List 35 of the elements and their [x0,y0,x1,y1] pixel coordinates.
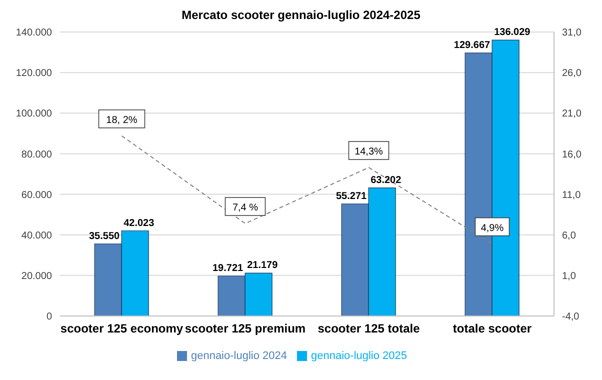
y-tick-label: 0 [46,312,52,323]
chart-title: Mercato scooter gennaio-luglio 2024-2025 [180,8,422,22]
data-label: 4,9% [480,222,504,234]
x-tick-label: scooter 125 totale [318,322,420,336]
x-tick-label: totale scooter [452,322,532,336]
data-label: 136.029 [494,27,531,38]
y-tick-label: 40.000 [21,230,52,242]
data-label: 21.179 [247,260,278,272]
y-tick-label: 100.000 [16,108,52,120]
y2-tick-label: 31,0 [562,28,582,39]
y2-tick-label: 1,0 [562,270,576,282]
data-label: 35.550 [88,230,120,242]
data-label: 42.023 [124,218,155,229]
y2-tick-label: 11,0 [562,190,582,201]
legend-label: gennaio-luglio 2024 [190,350,287,362]
data-label: 7,4 % [232,202,258,214]
y-tick-label: 120.000 [16,68,52,80]
data-label: 14,3% [354,146,384,158]
data-label: 63.202 [370,174,402,186]
legend-label: gennaio-luglio 2025 [311,350,408,362]
data-label: 18, 2% [106,114,138,126]
y2-tick-label: 21,0 [562,108,582,120]
data-label: 19.721 [212,262,244,274]
x-tick-label: scooter 125 economy [60,322,184,336]
y-tick-label: 80.000 [21,149,52,160]
x-tick-label: scooter 125 premium [184,322,306,336]
y-tick-label: 60.000 [21,190,52,201]
y2-tick-label: 6,0 [562,230,576,242]
data-label: 129.667 [454,40,491,51]
data-label: 55.271 [336,190,368,202]
y-tick-label: 140.000 [16,28,52,39]
y2-tick-label: -4,0 [562,312,580,323]
y2-tick-label: 16,0 [562,149,582,160]
y2-tick-label: 26,0 [562,68,582,80]
y-tick-label: 20.000 [21,270,52,282]
